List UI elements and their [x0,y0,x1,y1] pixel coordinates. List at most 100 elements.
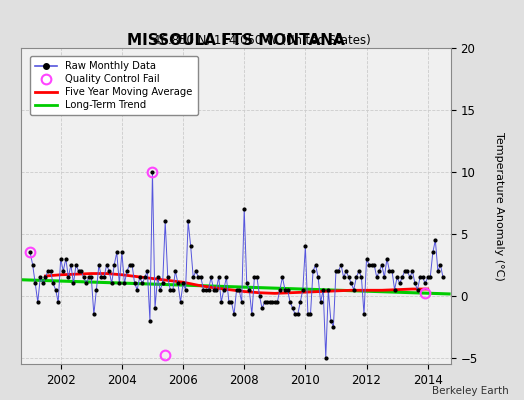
Point [326,318,335,324]
Point [110,262,118,268]
Point [31,280,39,287]
Point [411,280,419,287]
Legend: Raw Monthly Data, Quality Control Fail, Five Year Moving Average, Long-Term Tren: Raw Monthly Data, Quality Control Fail, … [30,56,198,115]
Point [41,274,50,280]
Text: Berkeley Earth: Berkeley Earth [432,386,508,396]
Point [95,262,103,268]
Point [174,280,182,287]
Point [146,318,154,324]
Point [192,268,200,274]
Point [342,268,351,274]
Point [344,274,353,280]
Point [212,286,221,293]
Point [355,268,363,274]
Point [360,311,368,318]
Point [64,274,72,280]
Point [158,280,167,287]
Point [51,286,60,293]
Point [97,274,106,280]
Point [350,286,358,293]
Point [80,274,88,280]
Point [276,286,284,293]
Point [189,274,198,280]
Point [324,286,333,293]
Point [322,355,330,361]
Point [365,262,373,268]
Text: 46.850 N, 114.050 W (United States): 46.850 N, 114.050 W (United States) [153,34,371,47]
Point [299,286,307,293]
Point [72,262,80,268]
Point [196,274,205,280]
Point [301,243,310,250]
Point [278,274,287,280]
Point [296,299,304,305]
Point [283,286,292,293]
Point [26,249,35,256]
Point [370,262,378,268]
Point [77,268,85,274]
Point [92,286,101,293]
Point [67,262,75,268]
Point [329,324,337,330]
Point [166,286,174,293]
Point [263,299,271,305]
Point [44,268,52,274]
Point [439,274,447,280]
Point [184,218,192,225]
Point [316,299,325,305]
Point [352,274,361,280]
Point [230,311,238,318]
Point [258,305,266,312]
Point [286,299,294,305]
Point [245,286,254,293]
Point [260,299,269,305]
Point [69,280,78,287]
Point [408,268,417,274]
Point [133,286,141,293]
Point [154,274,162,280]
Point [304,311,312,318]
Point [118,249,126,256]
Point [199,286,208,293]
Point [49,280,57,287]
Point [406,274,414,280]
Point [235,286,243,293]
Point [378,262,386,268]
Point [363,256,371,262]
Point [314,274,322,280]
Point [337,262,345,268]
Point [171,268,180,274]
Point [240,206,248,212]
Point [115,280,124,287]
Point [210,286,218,293]
Point [214,274,223,280]
Point [367,262,376,268]
Point [423,274,432,280]
Point [102,262,111,268]
Point [62,256,70,262]
Point [59,268,68,274]
Point [194,274,203,280]
Point [74,268,83,274]
Point [39,280,47,287]
Point [138,280,147,287]
Point [400,268,409,274]
Point [84,274,93,280]
Point [421,280,429,287]
Point [120,280,128,287]
Point [128,262,136,268]
Point [380,274,389,280]
Point [237,299,246,305]
Point [413,286,422,293]
Point [82,280,90,287]
Point [125,262,134,268]
Point [140,274,149,280]
Point [273,299,281,305]
Point [266,299,274,305]
Point [403,268,411,274]
Point [334,268,343,274]
Point [347,280,355,287]
Point [136,274,144,280]
Point [396,280,404,287]
Point [54,299,62,305]
